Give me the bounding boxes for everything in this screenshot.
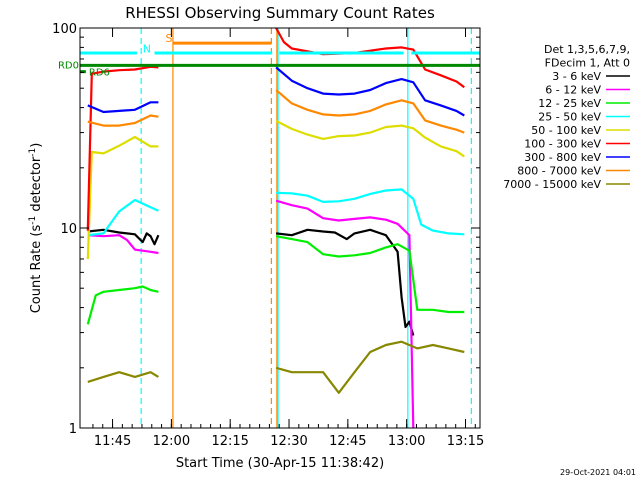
x-tick-label-12-15: 12:15 <box>211 434 248 449</box>
y-tick-label-1: 1 <box>69 422 77 437</box>
status-bar-rd0: RD0 <box>58 60 480 71</box>
series-6-12-kev-segment-2 <box>275 199 415 429</box>
x-axis-label: Start Time (30-Apr-15 11:38:42) <box>176 456 384 471</box>
series-6-12-kev-segment-1 <box>87 234 159 255</box>
series-3-6-kev-segment-1 <box>87 228 160 246</box>
status-bar-rd0-label: RD0 <box>58 60 79 71</box>
series-12-25-kev-segment-2 <box>275 235 465 314</box>
x-tick-label-12-45: 12:45 <box>329 434 366 449</box>
y-label-main: Count Rate (s <box>29 225 44 314</box>
timestamp: 29-Oct-2021 04:01 <box>560 468 636 477</box>
x-tick-label-11-45: 11:45 <box>94 434 131 449</box>
legend-label-6-12-kev: 6 - 12 keV <box>545 84 601 97</box>
legend-label-7000-15000-kev: 7000 - 15000 keV <box>503 178 601 191</box>
x-ticks: 11:45 12:00 12:15 12:30 12:45 13:00 13:15 <box>92 28 484 449</box>
legend-header-1: Det 1,3,5,6,7,9, <box>544 43 630 56</box>
y-tick-label-100: 100 <box>52 22 77 37</box>
status-bar-rd6: RD6 <box>80 68 110 79</box>
series-300-800-kev-segment-1 <box>87 101 159 114</box>
series-300-800-kev <box>87 66 465 117</box>
x-tick-label-13-15: 13:15 <box>447 434 484 449</box>
status-bar-n: N <box>80 43 480 56</box>
status-bars: N S RD0 RD6 <box>58 32 480 79</box>
y-axis-label: Count Rate (s-1 detector-1) <box>28 143 44 314</box>
series-25-50-kev-segment-1 <box>87 198 159 237</box>
y-tick-label-10: 10 <box>60 222 77 237</box>
series-3-6-kev-segment-2 <box>275 228 415 336</box>
series-12-25-kev <box>86 235 465 325</box>
series-800-7000-kev <box>87 89 465 134</box>
series-lines <box>86 27 465 429</box>
y-label-tail: detector <box>29 156 44 216</box>
y-label-sup-1: -1 <box>28 216 38 225</box>
x-tick-label-13-00: 13:00 <box>388 434 425 449</box>
x-tick-label-12-00: 12:00 <box>153 434 190 449</box>
legend-label-800-7000-kev: 800 - 7000 keV <box>517 165 601 178</box>
series-50-100-kev <box>86 119 465 260</box>
y-ticks: 1 10 100 <box>52 22 480 437</box>
series-3-6-kev <box>87 228 415 336</box>
legend-header-2: FDecim 1, Att 0 <box>545 57 630 70</box>
y-label-close: ) <box>29 143 44 148</box>
status-bar-rd6-label: RD6 <box>89 68 110 79</box>
series-50-100-kev-segment-2 <box>275 119 465 158</box>
legend-label-3-6-kev: 3 - 6 keV <box>552 70 601 83</box>
series-7000-15000-kev-segment-2 <box>275 340 465 394</box>
status-bar-s: S <box>165 32 272 45</box>
series-800-7000-kev-segment-2 <box>275 89 465 134</box>
status-bar-n-label: N <box>143 43 151 56</box>
legend-label-25-50-kev: 25 - 50 keV <box>538 111 601 124</box>
legend-label-300-800-kev: 300 - 800 keV <box>524 151 601 164</box>
series-7000-15000-kev-segment-1 <box>87 371 159 383</box>
series-800-7000-kev-segment-1 <box>87 114 159 127</box>
series-12-25-kev-segment-1 <box>86 285 159 325</box>
series-25-50-kev-segment-2 <box>276 188 465 236</box>
series-25-50-kev <box>87 188 465 237</box>
series-100-300-kev-segment-2 <box>275 27 465 89</box>
series-300-800-kev-segment-2 <box>275 66 465 117</box>
status-bar-s-label: S <box>165 32 172 45</box>
legend-label-100-300-kev: 100 - 300 keV <box>524 138 601 151</box>
y-label-sup-2: -1 <box>28 148 38 157</box>
series-6-12-kev <box>87 199 415 429</box>
x-tick-label-12-30: 12:30 <box>270 434 307 449</box>
legend-label-50-100-kev: 50 - 100 keV <box>531 124 601 137</box>
chart-title: RHESSI Observing Summary Count Rates <box>125 4 435 22</box>
legend: Det 1,3,5,6,7,9,FDecim 1, Att 03 - 6 keV… <box>503 43 630 191</box>
legend-label-12-25-kev: 12 - 25 keV <box>538 97 601 110</box>
series-7000-15000-kev <box>87 340 465 394</box>
series-50-100-kev-segment-1 <box>86 135 159 260</box>
